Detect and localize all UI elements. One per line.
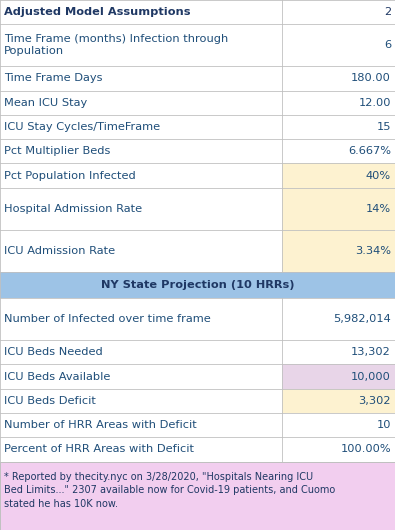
Bar [282, 229, 395, 272]
Text: 2: 2 [384, 7, 391, 17]
Text: Pct Multiplier Beds: Pct Multiplier Beds [4, 146, 110, 156]
Text: Hospital Admission Rate: Hospital Admission Rate [4, 204, 142, 214]
Text: ICU Beds Needed: ICU Beds Needed [4, 347, 103, 357]
Bar [0, 462, 395, 530]
Text: Mean ICU Stay: Mean ICU Stay [4, 98, 87, 108]
Bar [282, 188, 395, 229]
Text: ICU Admission Rate: ICU Admission Rate [4, 245, 115, 255]
Bar [282, 163, 395, 188]
Text: 6.667%: 6.667% [348, 146, 391, 156]
Text: * Reported by thecity.nyc on 3/28/2020, "Hospitals Nearing ICU
Bed Limits..." 23: * Reported by thecity.nyc on 3/28/2020, … [4, 472, 335, 509]
Text: Time Frame (months) Infection through
Population: Time Frame (months) Infection through Po… [4, 34, 228, 57]
Text: 10,000: 10,000 [351, 372, 391, 382]
Bar [0, 272, 395, 298]
Text: NY State Projection (10 HRRs): NY State Projection (10 HRRs) [101, 280, 294, 290]
Text: ICU Beds Deficit: ICU Beds Deficit [4, 396, 96, 406]
Text: ICU Beds Available: ICU Beds Available [4, 372, 110, 382]
Text: 3.34%: 3.34% [355, 245, 391, 255]
Text: Adjusted Model Assumptions: Adjusted Model Assumptions [4, 7, 190, 17]
Text: 12.00: 12.00 [359, 98, 391, 108]
Bar [282, 365, 395, 388]
Bar [282, 388, 395, 413]
Text: Pct Population Infected: Pct Population Infected [4, 171, 136, 181]
Text: 10: 10 [376, 420, 391, 430]
Text: 6: 6 [384, 40, 391, 50]
Text: 3,302: 3,302 [359, 396, 391, 406]
Text: 40%: 40% [366, 171, 391, 181]
Text: Number of HRR Areas with Deficit: Number of HRR Areas with Deficit [4, 420, 197, 430]
Text: Percent of HRR Areas with Deficit: Percent of HRR Areas with Deficit [4, 444, 194, 454]
Text: 5,982,014: 5,982,014 [333, 314, 391, 324]
Text: Number of Infected over time frame: Number of Infected over time frame [4, 314, 211, 324]
Text: 14%: 14% [366, 204, 391, 214]
Text: ICU Stay Cycles/TimeFrame: ICU Stay Cycles/TimeFrame [4, 122, 160, 132]
Text: 13,302: 13,302 [351, 347, 391, 357]
Text: 15: 15 [376, 122, 391, 132]
Text: 180.00: 180.00 [351, 73, 391, 83]
Text: 100.00%: 100.00% [340, 444, 391, 454]
Text: Time Frame Days: Time Frame Days [4, 73, 102, 83]
